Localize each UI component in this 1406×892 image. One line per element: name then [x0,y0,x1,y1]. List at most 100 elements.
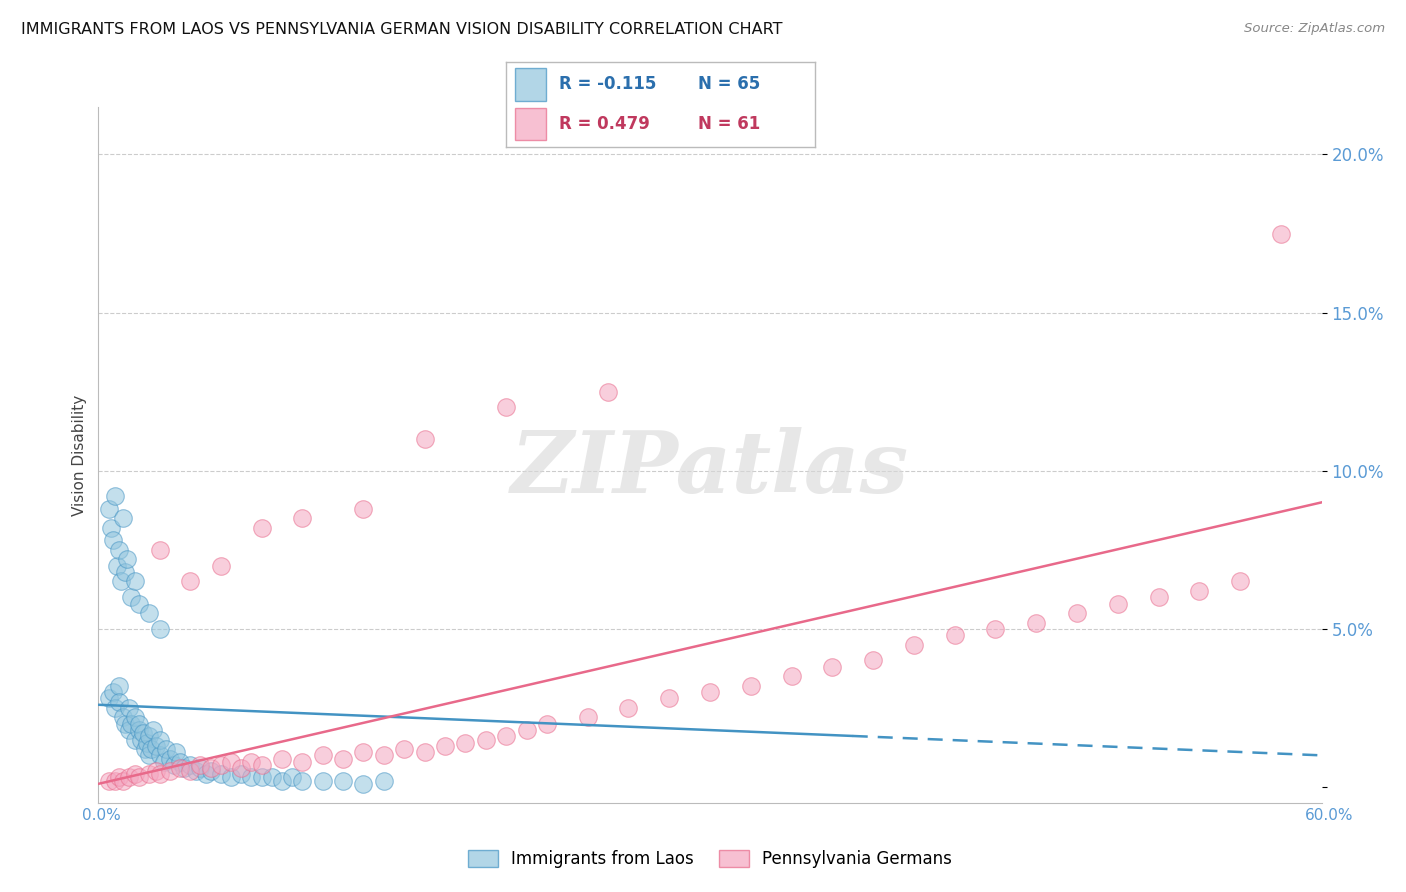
Text: N = 61: N = 61 [697,115,761,133]
Point [138,730,160,744]
Point [240,771,263,785]
Point [186,764,208,779]
Point [145,739,167,753]
Point [413,745,436,759]
Point [281,771,304,785]
Point [141,742,163,756]
Point [291,511,314,525]
Point [195,767,218,781]
Point [434,739,457,753]
Point [188,757,212,772]
Point [231,767,253,781]
Point [111,710,134,724]
Point [118,723,141,737]
Y-axis label: Vision Disability: Vision Disability [72,394,87,516]
Point [105,558,128,573]
Point [312,773,335,788]
Point [821,660,844,674]
Point [1270,227,1292,241]
Point [165,745,187,759]
Point [124,732,146,747]
Point [145,764,167,779]
Point [1025,615,1047,630]
Point [110,574,132,589]
Point [250,757,273,772]
Point [179,574,201,589]
Point [270,773,294,788]
Point [149,767,172,781]
Point [413,432,436,446]
Legend: Immigrants from Laos, Pennsylvania Germans: Immigrants from Laos, Pennsylvania Germa… [461,843,959,874]
Point [658,691,681,706]
Point [104,773,127,788]
Point [200,761,222,775]
Point [516,723,538,737]
Point [943,628,966,642]
Point [903,638,925,652]
Point [1188,583,1211,598]
Point [120,591,142,605]
Point [617,701,640,715]
Point [128,771,150,785]
Point [495,730,517,744]
Point [169,755,191,769]
Point [352,745,374,759]
Point [104,701,127,715]
Point [129,732,152,747]
Point [250,521,273,535]
Point [495,401,517,415]
Point [118,771,141,785]
Point [115,552,138,566]
Text: R = 0.479: R = 0.479 [558,115,650,133]
Point [124,710,146,724]
Point [240,755,263,769]
Point [101,685,124,699]
Point [209,767,232,781]
Point [474,732,498,747]
Point [188,761,212,775]
Point [101,533,124,548]
Point [120,716,142,731]
Bar [516,69,547,101]
Point [128,723,150,737]
Point [169,761,191,775]
Point [1066,606,1088,620]
Bar [516,108,547,140]
Point [97,773,120,788]
Point [118,701,141,715]
Point [138,606,160,620]
Point [219,755,242,769]
Point [97,691,120,706]
Point [179,764,201,779]
Point [209,757,232,772]
Point [138,748,160,763]
Point [155,742,177,756]
Point [124,574,146,589]
Point [111,511,134,525]
Point [108,771,131,785]
Point [179,757,201,772]
Point [392,742,416,756]
Point [780,669,803,683]
Point [163,757,186,772]
Text: IMMIGRANTS FROM LAOS VS PENNSYLVANIA GERMAN VISION DISABILITY CORRELATION CHART: IMMIGRANTS FROM LAOS VS PENNSYLVANIA GER… [21,22,783,37]
Point [291,755,314,769]
Point [1229,574,1251,589]
Point [108,542,131,557]
Text: 60.0%: 60.0% [1305,808,1353,823]
Point [862,653,884,667]
Text: R = -0.115: R = -0.115 [558,76,657,94]
Point [97,501,120,516]
Text: 0.0%: 0.0% [82,808,121,823]
Point [1107,597,1129,611]
Text: N = 65: N = 65 [697,76,761,94]
Point [598,384,620,399]
Point [270,751,294,765]
Point [111,773,134,788]
Point [312,748,335,763]
Point [124,767,146,781]
Point [100,521,122,535]
Point [352,501,374,516]
Point [173,761,195,775]
Point [1147,591,1170,605]
